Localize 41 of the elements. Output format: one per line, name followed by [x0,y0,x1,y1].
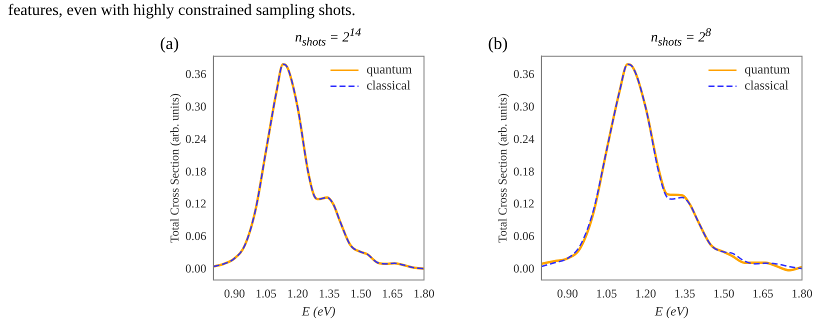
y-tick-label: 0.24 [513,132,534,146]
legend-label: classical [744,78,789,93]
y-tick-label: 0.30 [185,100,206,114]
y-tick-label: 0.36 [185,67,206,82]
legend-label: quantum [744,62,790,77]
y-tick-label: 0.00 [513,261,534,276]
x-tick-label: 1.05 [256,286,277,300]
chart-title: n$_{shots}$ = 2$^{8}$ [650,26,712,48]
y-axis-title: Total Cross Section (arb. units) [167,93,182,243]
y-tick-label: 0.24 [185,132,206,146]
x-tick-label: 1.20 [287,286,308,300]
y-tick-label: 0.36 [513,67,534,82]
legend-label: classical [366,78,411,93]
x-axis-title: E (eV) [300,304,336,319]
y-tick-label: 0.06 [513,229,534,244]
x-tick-label: 1.05 [596,286,618,300]
y-tick-label: 0.18 [185,164,206,178]
x-tick-label: 1.35 [318,286,340,300]
y-tick-label: 0.18 [513,164,534,178]
x-tick-label: 1.50 [713,286,734,300]
chart-title: n$_{shots}$ = 2$^{14}$ [294,26,362,48]
x-tick-label: 0.90 [556,286,578,300]
y-tick-label: 0.12 [513,196,534,211]
x-tick-label: 1.65 [752,286,774,300]
y-axis-title: Total Cross Section (arb. units) [495,93,510,243]
x-axis-title: E (eV) [654,304,688,319]
text: (a) [160,34,179,54]
x-tick-label: 0.90 [224,286,245,300]
text: (b) [488,34,508,54]
x-tick-label: 1.50 [350,286,372,300]
y-tick-label: 0.30 [513,100,534,114]
x-tick-label: 1.80 [792,286,812,300]
y-tick-label: 0.06 [185,229,206,244]
x-tick-label: 1.35 [674,286,696,300]
x-tick-label: 1.20 [635,286,656,300]
y-tick-label: 0.12 [185,196,206,211]
text: features, even with highly constrained sampling shots. [8,2,356,20]
x-tick-label: 1.80 [414,286,434,300]
legend-label: quantum [366,62,412,77]
y-tick-label: 0.00 [185,261,206,276]
x-tick-label: 1.65 [382,286,403,300]
